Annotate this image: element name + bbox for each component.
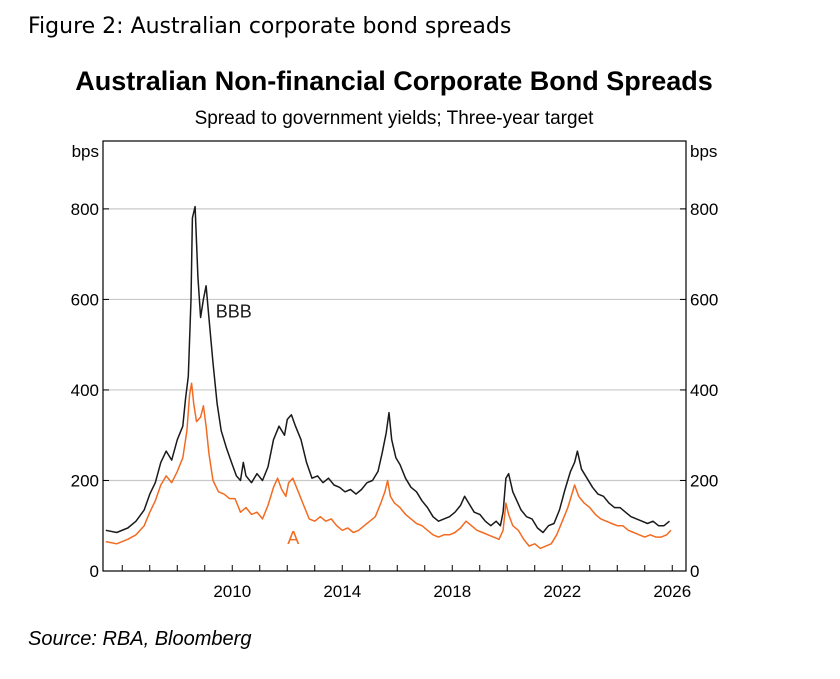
y-tick-label-right: 200 (690, 471, 718, 490)
y-tick-label-right: 0 (690, 562, 699, 581)
axes (102, 140, 687, 572)
x-tick-label: 2014 (323, 582, 361, 601)
series-lines (105, 205, 672, 550)
plot-frame (102, 140, 687, 572)
figure-caption: Figure 2: Australian corporate bond spre… (28, 14, 512, 39)
y-tick-label-left: 800 (71, 200, 99, 219)
y-tick-label-right: 600 (690, 290, 718, 309)
series-label-a: A (287, 528, 299, 548)
series-label-bbb: BBB (216, 302, 252, 322)
series-line-bbb (105, 205, 670, 534)
y-unit-label-right: bps (690, 142, 717, 161)
x-tick-label: 2026 (653, 582, 691, 601)
y-tick-label-right: 800 (690, 200, 718, 219)
y-tick-label-left: 400 (71, 381, 99, 400)
y-tick-label-left: 0 (90, 562, 99, 581)
chart-title: Australian Non-financial Corporate Bond … (75, 66, 713, 96)
series-line-a (105, 382, 672, 550)
chart-subtitle: Spread to government yields; Three-year … (194, 108, 594, 129)
x-tick-label: 2010 (213, 582, 251, 601)
axis-labels: 0 0 200 200 400 400 600 600 800 800 bps bps 2010 2014… (71, 142, 719, 601)
x-tick-label: 2018 (433, 582, 471, 601)
y-tick-label-right: 400 (690, 381, 718, 400)
gridlines (103, 208, 686, 482)
y-unit-label-left: bps (72, 142, 99, 161)
source-note: Source: RBA, Bloomberg (28, 628, 252, 650)
x-tick-label: 2022 (543, 582, 581, 601)
y-tick-label-left: 600 (71, 290, 99, 309)
y-tick-label-left: 200 (71, 471, 99, 490)
